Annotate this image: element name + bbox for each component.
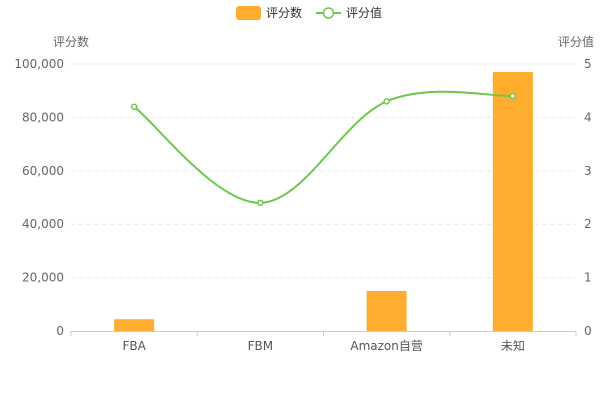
line-point-2: [383, 98, 390, 105]
left-tick-label: 80,000: [22, 110, 64, 124]
right-tick-label: 2: [584, 217, 592, 231]
left-tick-label: 100,000: [14, 57, 64, 71]
right-tick-label: 5: [584, 57, 592, 71]
legend-bar-swatch: [236, 6, 261, 20]
x-tick-label: 未知: [501, 339, 525, 353]
bar-0: [114, 319, 155, 331]
axes: 0 20,000 40,000 60,000 80,000 100,000 0 1 2 3 4 5 评分…: [14, 34, 594, 353]
bar-series: [114, 72, 533, 331]
legend-line-label: 评分值: [346, 5, 382, 20]
right-tick-label: 1: [584, 271, 592, 285]
left-tick-label: 20,000: [22, 271, 64, 285]
left-tick-label: 40,000: [22, 217, 64, 231]
x-tick-label: FBM: [248, 339, 274, 353]
bar-2: [366, 290, 407, 331]
right-tick-label: 0: [584, 324, 592, 338]
line-path: [133, 90, 513, 204]
right-tick-label: 3: [584, 164, 592, 178]
legend[interactable]: 评分数 评分值: [236, 5, 382, 20]
right-axis-label: 评分值: [558, 34, 594, 49]
left-axis-label: 评分数: [53, 34, 89, 49]
line-point-0: [130, 103, 138, 110]
x-tick-label: FBA: [122, 339, 146, 353]
left-tick-label: 60,000: [22, 164, 64, 178]
line-point-3: [509, 92, 517, 100]
right-tick-label: 4: [584, 110, 592, 124]
left-tick-label: 0: [56, 324, 64, 338]
line-series: [130, 90, 517, 207]
legend-bar-label: 评分数: [266, 5, 302, 20]
line-point-1: [257, 199, 264, 207]
x-tick-label: Amazon自营: [350, 339, 423, 353]
legend-line-marker: [322, 7, 335, 19]
bar-3: [492, 72, 533, 331]
